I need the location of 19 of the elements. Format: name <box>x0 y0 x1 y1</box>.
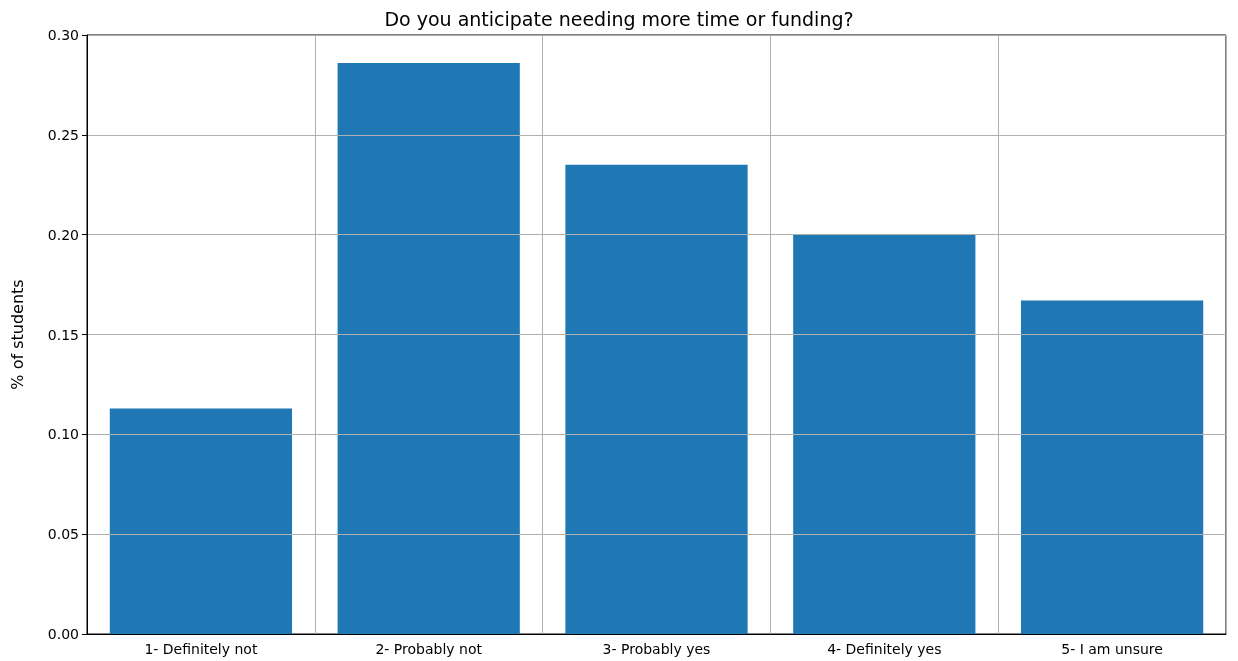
x-tick-label: 2- Probably not <box>375 641 483 657</box>
x-tick-label: 5- I am unsure <box>1061 641 1163 657</box>
y-tick-label: 0.05 <box>47 526 79 543</box>
y-tick-label: 0.10 <box>47 426 79 443</box>
y-tick-label: 0.15 <box>47 326 79 343</box>
y-tick-label: 0.20 <box>47 226 79 243</box>
y-tick-label: 0.25 <box>47 126 79 143</box>
y-axis-title: % of students <box>7 279 27 390</box>
bar <box>565 164 748 634</box>
chart-title: Do you anticipate needing more time or funding? <box>384 7 854 30</box>
x-tick-label: 1- Definitely not <box>144 641 258 657</box>
bar <box>109 408 293 634</box>
y-tick-label: 0.30 <box>47 27 79 43</box>
bar <box>337 62 520 634</box>
x-tick-label: 4- Definitely yes <box>827 641 942 657</box>
x-tick-label: 3- Probably yes <box>602 641 711 657</box>
bar <box>793 234 976 634</box>
bar <box>1020 300 1204 634</box>
y-tick-label: 0.00 <box>47 626 79 642</box>
